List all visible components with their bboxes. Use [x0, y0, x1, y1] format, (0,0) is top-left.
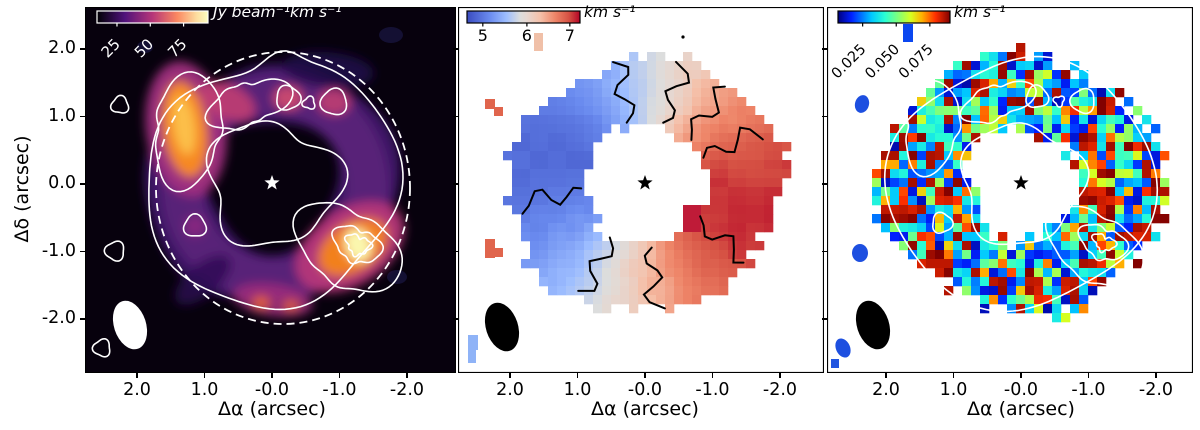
- x-tick-mark: [1155, 373, 1157, 378]
- x-tick-mark: [338, 373, 341, 378]
- x-tick-label: -2.0: [389, 380, 425, 400]
- x-tick-label: 2.0: [496, 380, 524, 400]
- y-tick-mark: [80, 250, 85, 253]
- star-marker: [637, 175, 653, 190]
- y-tick-label: -1.0: [41, 240, 76, 261]
- y-tick-mark: [822, 250, 827, 253]
- colorbar-unit-label-3: km s⁻¹: [954, 3, 1006, 21]
- y-tick-label: 0.0: [48, 173, 76, 193]
- x-tick-mark: [406, 373, 408, 378]
- x-tick-mark: [1020, 373, 1022, 378]
- y-tick-mark: [453, 48, 458, 50]
- x-tick-mark: [576, 373, 579, 378]
- x-axis-label-1: Δα (arcsec): [218, 398, 326, 420]
- colorbar-tick-label: 5: [478, 26, 488, 45]
- x-tick-mark: [271, 373, 273, 378]
- x-tick-mark: [203, 373, 206, 378]
- y-tick-mark: [453, 115, 458, 118]
- y-tick-mark: [822, 115, 827, 118]
- x-tick-label: -1.0: [1071, 380, 1106, 400]
- isovelocity-contours: [521, 60, 764, 310]
- panel-velocity: 5 6 7: [458, 7, 824, 373]
- velocity-colorbar: 5 6 7: [466, 10, 581, 45]
- y-tick-mark: [80, 48, 85, 50]
- x-tick-label: -0.0: [254, 380, 290, 400]
- x-axis-label-3: Δα (arcsec): [967, 398, 1075, 420]
- x-tick-label: 1.0: [563, 380, 592, 400]
- star-marker: [1013, 175, 1029, 190]
- colorbar-unit-label-2: km s⁻¹: [584, 3, 636, 21]
- y-tick-mark: [80, 183, 85, 185]
- y-tick-mark: [80, 115, 85, 118]
- x-axis-label-2: Δα (arcsec): [591, 398, 699, 420]
- x-tick-label: -2.0: [762, 380, 798, 400]
- y-tick-mark: [822, 48, 827, 50]
- colorbar-unit-label-1: Jy beam⁻¹km s⁻¹: [213, 3, 342, 21]
- dashed-circle: [155, 51, 411, 325]
- intensity-ring-image: [144, 51, 405, 317]
- dispersion-contours: [883, 55, 1159, 313]
- beam-ellipse: [112, 300, 148, 350]
- star-marker: [264, 175, 280, 190]
- x-tick-mark: [509, 373, 511, 378]
- y-tick-mark: [453, 318, 458, 320]
- y-tick-label: 2.0: [48, 38, 76, 58]
- x-tick-label: 1.0: [190, 380, 219, 400]
- y-tick-mark: [822, 183, 827, 185]
- x-tick-label: -1.0: [322, 380, 357, 400]
- y-tick-mark: [822, 318, 827, 320]
- outer-blobs: [832, 92, 872, 361]
- y-tick-label: -2.0: [41, 308, 76, 328]
- panel-velocity-dispersion: 0.025 0.050 0.075: [827, 7, 1193, 373]
- x-tick-mark: [644, 373, 646, 378]
- x-tick-label: 2.0: [123, 380, 151, 400]
- x-tick-mark: [885, 373, 887, 378]
- y-tick-mark: [453, 183, 458, 185]
- panel-integrated-intensity: 25 50 75: [85, 7, 456, 373]
- x-tick-label: 2.0: [872, 380, 900, 400]
- dispersion-pixels: [872, 43, 1170, 323]
- x-tick-label: -0.0: [1003, 380, 1039, 400]
- colorbar-tick-label: 6: [522, 26, 532, 45]
- x-tick-mark: [711, 373, 714, 378]
- y-tick-mark: [453, 250, 458, 253]
- intensity-map-canvas: 25 50 75: [85, 7, 456, 373]
- x-tick-label: 1.0: [939, 380, 968, 400]
- y-tick-mark: [80, 318, 85, 320]
- x-tick-mark: [1087, 373, 1090, 378]
- velocity-map-canvas: 5 6 7: [458, 7, 824, 373]
- colorbar-tick-label: 7: [565, 26, 575, 45]
- x-tick-label: -0.0: [627, 380, 663, 400]
- x-tick-mark: [136, 373, 138, 378]
- intensity-contours: [91, 50, 404, 358]
- x-tick-label: -1.0: [695, 380, 730, 400]
- beam-ellipse: [484, 302, 520, 352]
- beam-ellipse: [855, 300, 891, 350]
- x-tick-label: -2.0: [1138, 380, 1174, 400]
- y-tick-label: 1.0: [48, 105, 76, 126]
- x-tick-mark: [952, 373, 955, 378]
- x-tick-mark: [779, 373, 781, 378]
